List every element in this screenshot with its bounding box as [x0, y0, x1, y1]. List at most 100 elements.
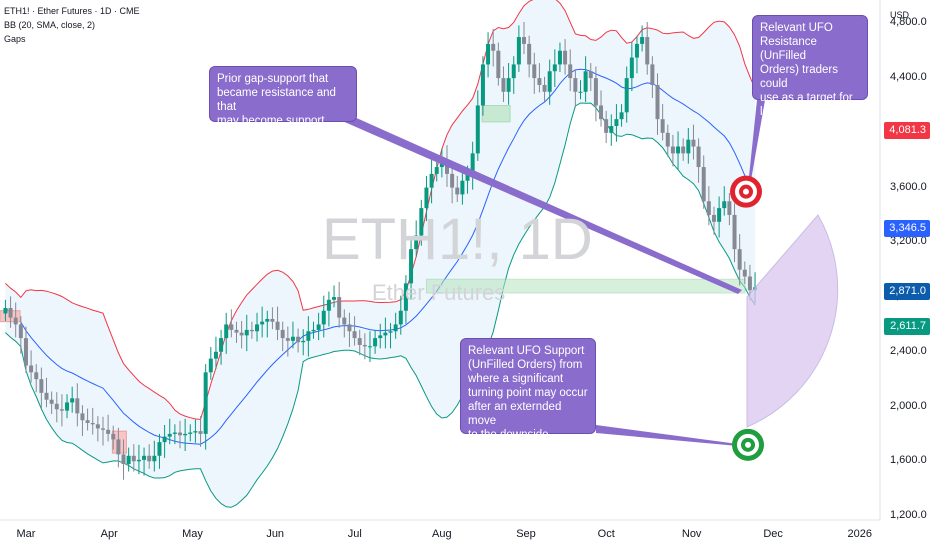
candle-body[interactable]: [121, 454, 126, 464]
candle-body[interactable]: [511, 64, 516, 79]
indicator-bollinger-label[interactable]: BB (20, SMA, close, 2): [4, 20, 96, 30]
candle-body[interactable]: [624, 78, 629, 113]
candle-body[interactable]: [532, 64, 537, 79]
candle-body[interactable]: [665, 132, 670, 147]
candle-body[interactable]: [414, 235, 419, 250]
candle-body[interactable]: [311, 329, 316, 332]
candle-body[interactable]: [301, 340, 306, 343]
candle-body[interactable]: [337, 297, 342, 318]
candle-body[interactable]: [588, 71, 593, 79]
candle-body[interactable]: [34, 372, 39, 380]
ufo-resistance-callout[interactable]: Relevant UFO Resistance (UnFilled Orders…: [752, 15, 868, 118]
indicator-gaps-label[interactable]: Gaps: [4, 34, 26, 44]
candle-body[interactable]: [444, 160, 449, 174]
candle-body[interactable]: [737, 249, 742, 270]
candle-body[interactable]: [3, 308, 8, 314]
candle-body[interactable]: [270, 318, 275, 322]
candle-body[interactable]: [650, 64, 655, 85]
candle-body[interactable]: [8, 308, 13, 318]
candle-body[interactable]: [357, 338, 362, 345]
candle-body[interactable]: [516, 37, 521, 65]
candle-body[interactable]: [634, 43, 639, 58]
candle-body[interactable]: [75, 398, 80, 414]
candle-body[interactable]: [44, 392, 49, 400]
candle-body[interactable]: [373, 338, 378, 347]
projection-cone[interactable]: [746, 214, 839, 428]
candle-body[interactable]: [686, 139, 691, 154]
candle-body[interactable]: [722, 201, 727, 209]
candle-body[interactable]: [542, 84, 547, 92]
candle-body[interactable]: [501, 78, 506, 92]
candle-body[interactable]: [732, 214, 737, 250]
candle-body[interactable]: [147, 455, 152, 462]
candle-body[interactable]: [162, 436, 167, 443]
candle-body[interactable]: [599, 105, 604, 120]
candle-body[interactable]: [244, 329, 249, 336]
candle-body[interactable]: [239, 332, 244, 336]
candle-body[interactable]: [249, 329, 254, 332]
candle-body[interactable]: [111, 433, 116, 440]
candle-body[interactable]: [321, 310, 326, 325]
gap-zone-august[interactable]: [481, 104, 511, 123]
candle-body[interactable]: [59, 409, 64, 411]
candle-body[interactable]: [224, 324, 229, 339]
gap-zone-support[interactable]: [425, 278, 746, 294]
candle-body[interactable]: [583, 71, 588, 92]
candle-body[interactable]: [13, 317, 18, 325]
candle-body[interactable]: [342, 317, 347, 325]
candle-body[interactable]: [352, 331, 357, 339]
candle-body[interactable]: [367, 346, 372, 348]
candle-body[interactable]: [167, 433, 172, 437]
candle-body[interactable]: [475, 105, 480, 154]
candle-body[interactable]: [506, 78, 511, 92]
candle-body[interactable]: [70, 398, 75, 403]
candle-body[interactable]: [23, 338, 28, 366]
candle-body[interactable]: [275, 321, 280, 330]
candle-body[interactable]: [491, 43, 496, 51]
candle-body[interactable]: [260, 321, 265, 325]
candle-body[interactable]: [234, 329, 239, 333]
candle-body[interactable]: [306, 331, 311, 341]
candle-body[interactable]: [95, 424, 100, 429]
support-target-icon[interactable]: [732, 428, 764, 461]
candle-body[interactable]: [655, 84, 660, 120]
candle-body[interactable]: [193, 431, 198, 433]
candle-body[interactable]: [670, 146, 675, 154]
candle-body[interactable]: [429, 173, 434, 188]
candle-body[interactable]: [403, 283, 408, 311]
candle-body[interactable]: [229, 324, 234, 330]
candle-body[interactable]: [496, 50, 501, 79]
candle-body[interactable]: [593, 78, 598, 106]
candle-body[interactable]: [116, 439, 121, 455]
candle-body[interactable]: [183, 433, 188, 436]
candle-body[interactable]: [717, 208, 722, 222]
candle-body[interactable]: [660, 119, 665, 133]
gap-support-callout[interactable]: Prior gap-support that became resistance…: [209, 66, 357, 141]
candle-body[interactable]: [470, 153, 475, 174]
candle-body[interactable]: [208, 358, 213, 373]
candle-body[interactable]: [480, 64, 485, 106]
candle-body[interactable]: [486, 43, 491, 65]
candle-body[interactable]: [609, 126, 614, 133]
candle-body[interactable]: [604, 119, 609, 133]
candle-body[interactable]: [198, 431, 203, 434]
candle-body[interactable]: [398, 310, 403, 325]
candle-body[interactable]: [219, 338, 224, 352]
candle-body[interactable]: [362, 344, 367, 347]
ufo-support-callout[interactable]: Relevant UFO Support (UnFilled Orders) f…: [460, 338, 596, 441]
candle-body[interactable]: [434, 167, 439, 174]
candle-body[interactable]: [18, 324, 23, 339]
candle-body[interactable]: [265, 318, 270, 322]
candle-body[interactable]: [388, 331, 393, 333]
candle-body[interactable]: [90, 422, 95, 425]
candle-body[interactable]: [691, 139, 696, 147]
candle-body[interactable]: [332, 297, 337, 300]
candle-body[interactable]: [578, 91, 583, 93]
candle-body[interactable]: [742, 269, 747, 277]
candle-body[interactable]: [316, 324, 321, 330]
candle-body[interactable]: [188, 432, 193, 434]
candle-body[interactable]: [614, 119, 619, 126]
candle-body[interactable]: [424, 187, 429, 209]
candle-body[interactable]: [152, 455, 157, 462]
